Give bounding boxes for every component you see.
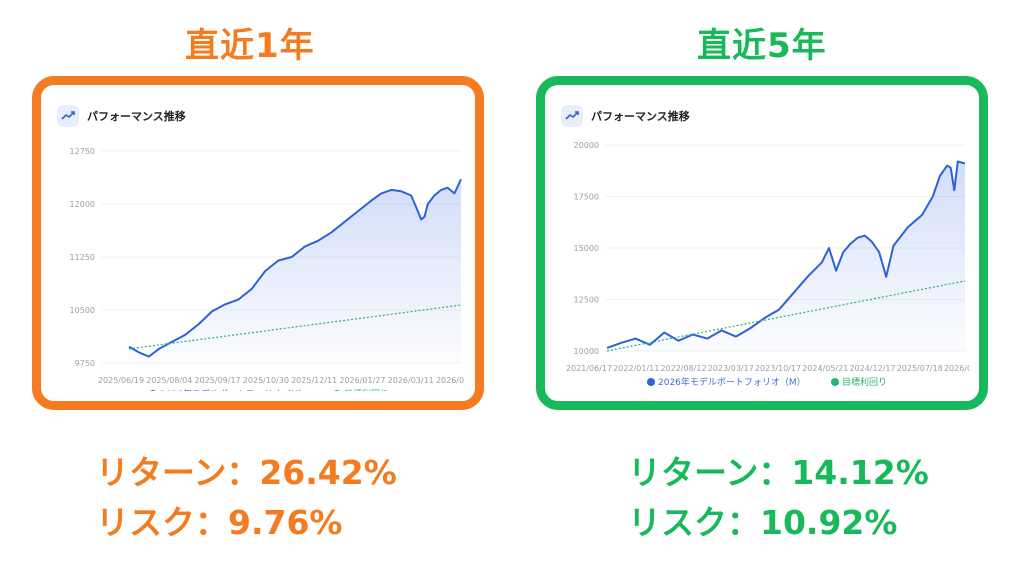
y-tick-label: 12000 xyxy=(70,200,95,209)
x-tick-label: 2021/06/17 xyxy=(566,364,612,373)
x-tick-label: 2023/10/17 xyxy=(755,364,801,373)
panel-1y-card-title: パフォーマンス推移 xyxy=(87,110,186,123)
x-tick-label: 2022/01/11 xyxy=(613,364,659,373)
x-tick-label: 2026/05/12 xyxy=(436,376,465,385)
legend-marker-target xyxy=(334,390,340,391)
y-tick-label: 15000 xyxy=(574,244,599,253)
x-tick-label: 2025/09/17 xyxy=(195,376,241,385)
panel-5y-risk: リスク：10.92% xyxy=(628,503,898,542)
legend-marker-target xyxy=(831,378,839,386)
y-tick-label: 12750 xyxy=(70,147,95,156)
legend-label-portfolio: 2026年モデルポートフォリオ（M） xyxy=(160,388,308,391)
y-tick-label: 9750 xyxy=(75,359,95,368)
panel-5y-card: パフォーマンス推移 20000 17500 15000 12500 10000 2021/… xyxy=(555,95,969,391)
portfolio-line xyxy=(128,178,462,358)
target-line xyxy=(606,280,966,352)
trend-icon xyxy=(57,105,79,127)
panel-5y-card-header: パフォーマンス推移 xyxy=(561,103,690,129)
y-tick-label: 10000 xyxy=(574,347,599,356)
x-tick-label: 2025/07/18 xyxy=(897,364,943,373)
x-tick-label: 2022/08/12 xyxy=(660,364,706,373)
panel-1y-return: リターン：26.42% xyxy=(96,453,397,492)
y-tick-label: 20000 xyxy=(574,141,599,150)
x-tick-label: 2025/06/19 xyxy=(98,376,144,385)
x-tick-label: 2025/10/30 xyxy=(243,376,289,385)
x-tick-label: 2026/01/27 xyxy=(339,376,385,385)
x-tick-label: 2025/12/11 xyxy=(291,376,337,385)
panel-1y-frame: パフォーマンス推移 12750 12000 11250 10500 9750 2025/0… xyxy=(32,76,484,410)
panel-5y-frame: パフォーマンス推移 20000 17500 15000 12500 10000 2021/… xyxy=(536,76,988,410)
y-tick-label: 10500 xyxy=(70,306,95,315)
panel-5y-card-title: パフォーマンス推移 xyxy=(591,110,690,123)
trend-icon xyxy=(561,105,583,127)
panel-1y-card-header: パフォーマンス推移 xyxy=(57,103,186,129)
x-tick-label: 2024/05/21 xyxy=(802,364,848,373)
legend-label-portfolio: 2026年モデルポートフォリオ（M） xyxy=(658,376,806,388)
panel-1y-card: パフォーマンス推移 12750 12000 11250 10500 9750 2025/0… xyxy=(51,95,465,391)
portfolio-line xyxy=(606,160,966,349)
x-tick-label: 2026/05/12 xyxy=(944,364,969,373)
legend-label-target: 目標利回り xyxy=(344,388,389,391)
panel-1y-title: 直近1年 xyxy=(185,26,315,66)
legend-marker-portfolio xyxy=(647,378,655,386)
panel-1y-risk: リスク：9.76% xyxy=(96,503,343,542)
x-tick-label: 2026/03/11 xyxy=(388,376,434,385)
y-tick-label: 12500 xyxy=(574,296,599,305)
panel-5y-title: 直近5年 xyxy=(697,26,827,66)
x-tick-label: 2025/08/04 xyxy=(146,376,192,385)
y-tick-label: 17500 xyxy=(574,193,599,202)
legend-label-target: 目標利回り xyxy=(842,376,887,388)
x-tick-label: 2023/03/17 xyxy=(708,364,754,373)
portfolio-area xyxy=(607,161,965,351)
x-tick-label: 2024/12/17 xyxy=(849,364,895,373)
portfolio-area xyxy=(129,179,461,363)
y-tick-label: 11250 xyxy=(70,253,95,262)
legend-marker-portfolio xyxy=(150,390,156,391)
panel-5y-return: リターン：14.12% xyxy=(628,453,929,492)
